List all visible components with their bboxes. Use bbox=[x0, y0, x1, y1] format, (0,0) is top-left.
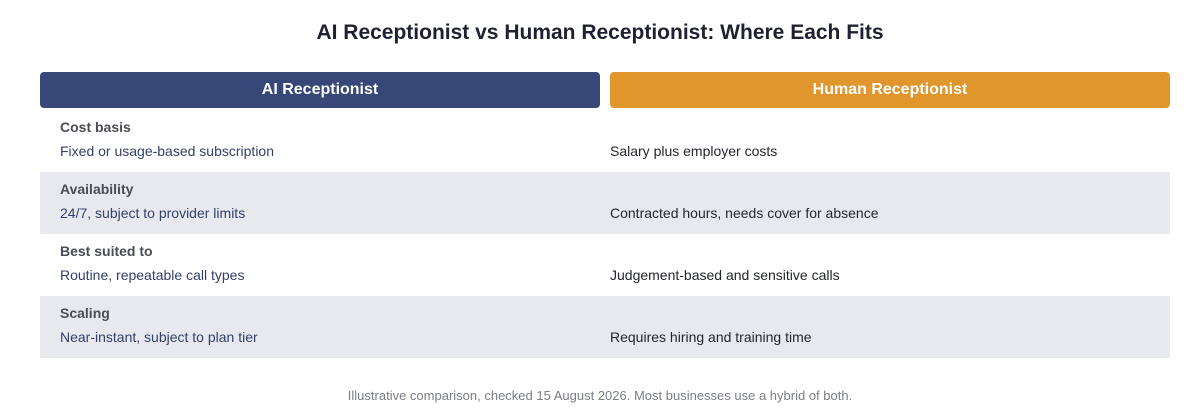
ai-receptionist-column-header: AI Receptionist bbox=[40, 72, 600, 108]
human-value: Requires hiring and training time bbox=[610, 329, 812, 345]
ai-value: 24/7, subject to provider limits bbox=[60, 205, 246, 221]
human-value: Salary plus employer costs bbox=[610, 143, 778, 159]
human-value: Contracted hours, needs cover for absenc… bbox=[610, 205, 879, 221]
comparison-table: Cost basis Fixed or usage-based subscrip… bbox=[40, 110, 1170, 358]
table-row-availability: Availability 24/7, subject to provider l… bbox=[40, 172, 1170, 234]
ai-value: Routine, repeatable call types bbox=[60, 267, 245, 283]
ai-value: Near-instant, subject to plan tier bbox=[60, 329, 258, 345]
page-title: AI Receptionist vs Human Receptionist: W… bbox=[316, 21, 884, 44]
row-label: Scaling bbox=[60, 305, 110, 321]
table-row-cost-basis: Cost basis Fixed or usage-based subscrip… bbox=[40, 110, 1170, 172]
human-receptionist-column-header: Human Receptionist bbox=[610, 72, 1170, 108]
human-value: Judgement-based and sensitive calls bbox=[610, 267, 840, 283]
column-header-row: AI Receptionist Human Receptionist bbox=[40, 72, 1170, 108]
ai-value: Fixed or usage-based subscription bbox=[60, 143, 275, 159]
row-label: Cost basis bbox=[60, 119, 131, 135]
table-row-scaling: Scaling Near-instant, subject to plan ti… bbox=[40, 296, 1170, 358]
footnote: Illustrative comparison, checked 15 Augu… bbox=[347, 388, 853, 403]
table-row-best-suited-to: Best suited to Routine, repeatable call … bbox=[40, 234, 1170, 296]
row-label: Availability bbox=[60, 181, 134, 197]
row-label: Best suited to bbox=[60, 243, 153, 259]
